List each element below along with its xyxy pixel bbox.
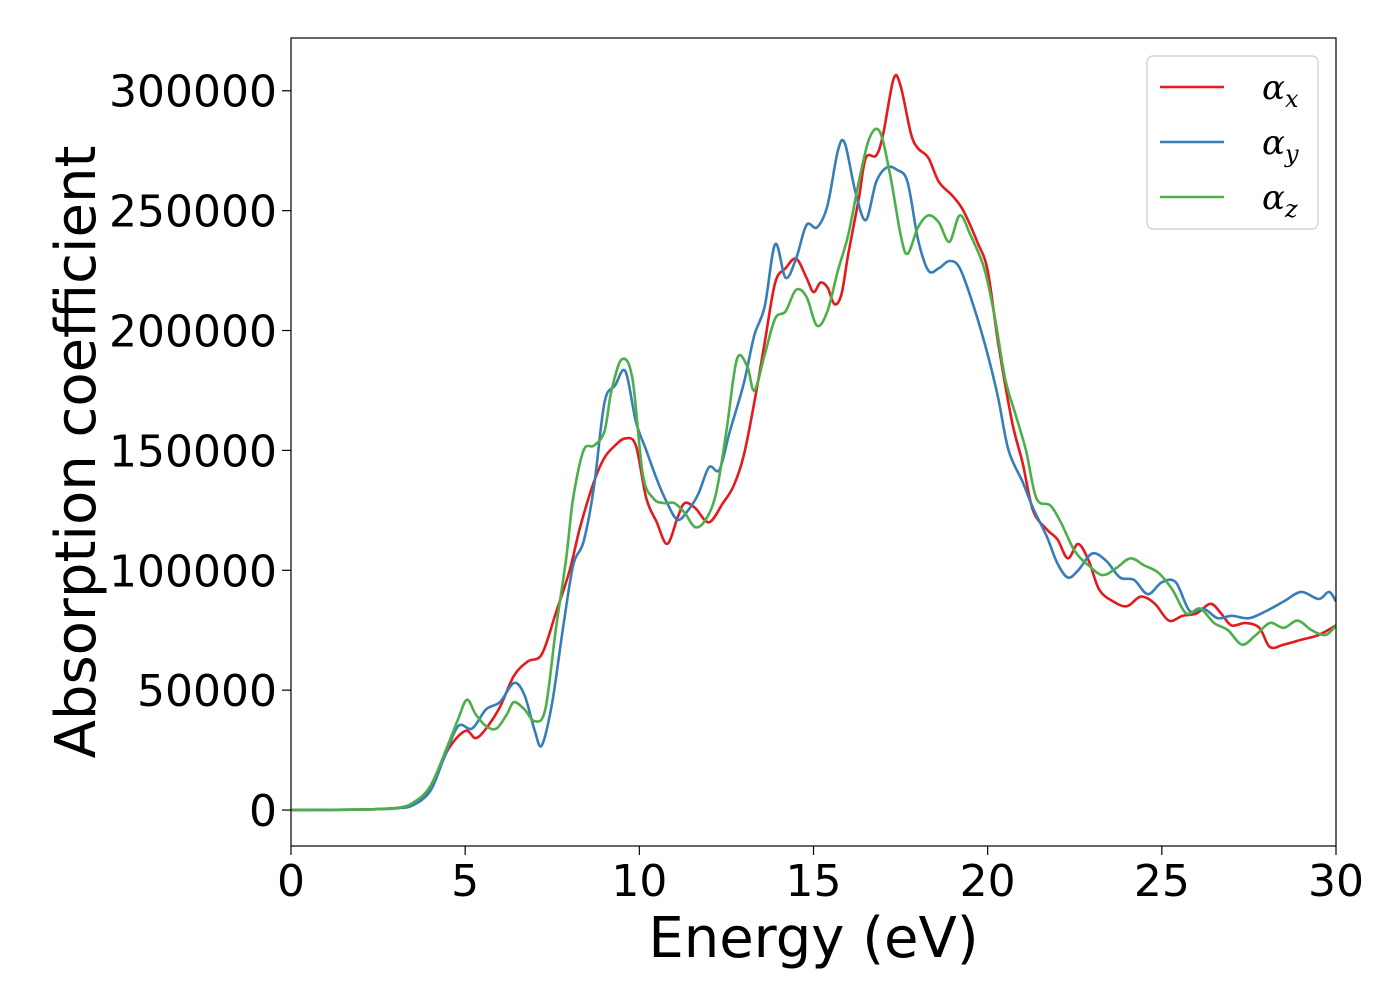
y-axis: 0 50000 100000 150000 200000 250000 300000 [109,67,291,837]
series-line-x [291,73,1336,812]
x-tick-label: 15 [786,856,842,907]
x-tick-label: 25 [1134,856,1190,907]
y-tick-label: 100000 [109,546,277,597]
x-tick-label: 30 [1308,856,1364,907]
legend: αx αy αz [1146,55,1319,230]
x-tick-label: 20 [960,856,1016,907]
legend-box [1146,55,1319,230]
x-axis: 0 5 10 15 20 25 30 [277,846,1364,907]
y-tick-label: 300000 [109,67,277,118]
x-axis-title: Energy (eV) [648,906,978,971]
x-tick-label: 0 [277,856,305,907]
x-tick-label: 5 [451,856,479,907]
y-tick-label: 0 [249,786,277,837]
legend-label-x: αx [1262,68,1299,113]
y-tick-label: 150000 [109,426,277,477]
y-axis-title: Absorption coefficient [44,146,109,759]
series-line-z [291,127,1336,812]
legend-label-z: αz [1262,178,1298,223]
y-tick-label: 200000 [109,307,277,358]
y-tick-label: 250000 [109,187,277,238]
plot-lines [291,73,1336,812]
y-tick-label: 50000 [137,666,277,717]
series-line-y [291,138,1336,812]
legend-label-y: αy [1262,123,1299,168]
x-tick-label: 10 [611,856,667,907]
